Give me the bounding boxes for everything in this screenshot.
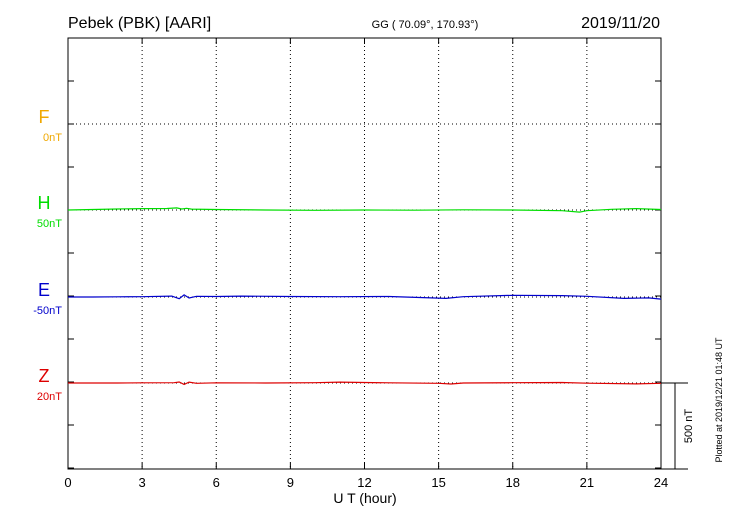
chart-date: 2019/11/20 (581, 15, 660, 32)
grid-lines (68, 38, 661, 469)
series-baseline-e: -50nT (33, 305, 62, 317)
x-tick-label: 15 (431, 475, 445, 490)
x-tick-label: 0 (64, 475, 71, 490)
series-group (67, 207, 662, 386)
series-baseline-z: 20nT (37, 391, 62, 403)
scale-bar-label: 500 nT (683, 409, 695, 444)
series-name-e: E (38, 280, 50, 300)
x-tick-label: 6 (213, 475, 220, 490)
x-tick-label: 24 (654, 475, 668, 490)
station-coordinates: GG ( 70.09°, 170.93°) (372, 19, 479, 31)
scale-bar: 500 nT (661, 382, 695, 470)
series-line-h (67, 207, 662, 213)
chart-title: Pebek (PBK) [AARI] (68, 15, 211, 32)
series-labels: F 0nT H 50nT E -50nT Z 20nT (33, 107, 62, 403)
x-tick-label: 3 (139, 475, 146, 490)
x-tick-label: 21 (580, 475, 594, 490)
x-tick-label: 12 (357, 475, 371, 490)
series-name-f: F (39, 107, 50, 127)
x-axis-label: U T (hour) (333, 490, 396, 506)
x-tick-label: 9 (287, 475, 294, 490)
series-name-z: Z (39, 366, 50, 386)
series-name-h: H (38, 193, 51, 213)
series-baseline-h: 50nT (37, 218, 62, 230)
series-line-e (68, 294, 662, 300)
x-axis: 0 3 6 9 12 15 18 21 24 (64, 38, 668, 490)
series-baseline-f: 0nT (43, 132, 62, 144)
x-tick-label: 18 (506, 475, 520, 490)
plotted-note: Plotted at 2019/12/21 01:48 UT (714, 337, 724, 463)
series-line-z (68, 381, 662, 386)
